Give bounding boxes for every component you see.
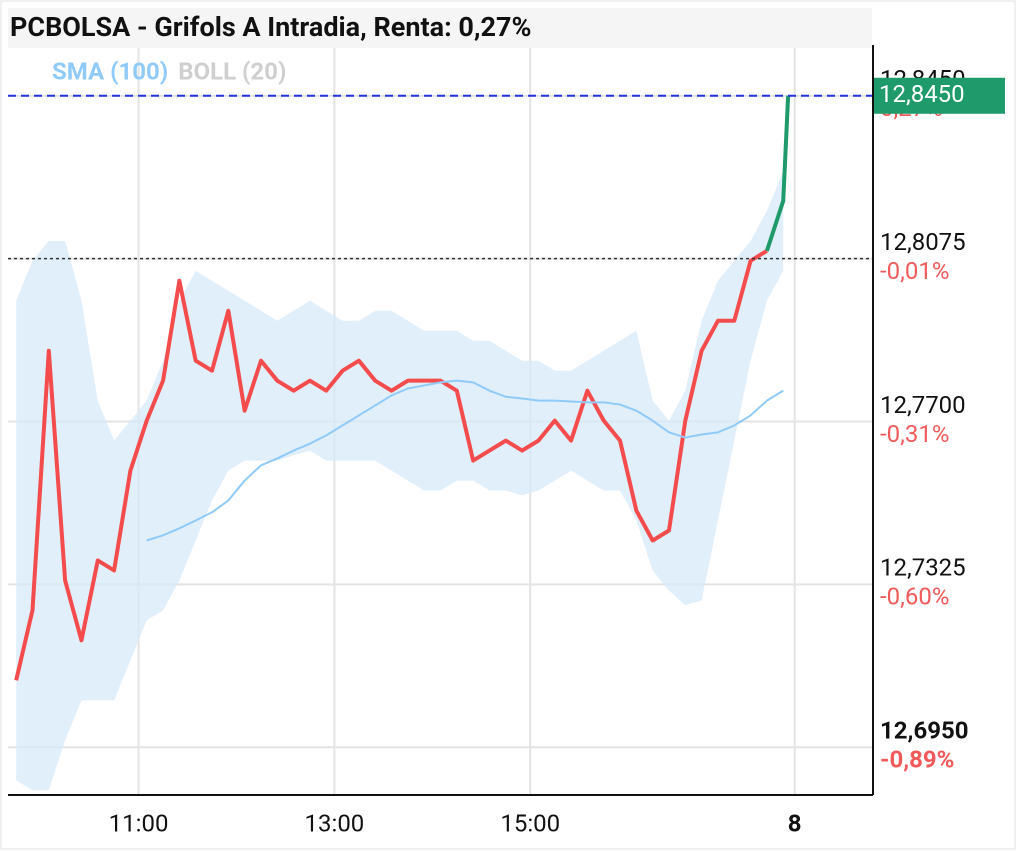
y-tick-label: 12,7325 xyxy=(880,554,966,582)
title-bar xyxy=(8,8,872,48)
price-line xyxy=(765,95,791,252)
x-tick-label: 11:00 xyxy=(109,809,169,837)
legend-entry: BOLL (20) xyxy=(178,57,286,85)
price-line xyxy=(14,249,768,681)
y-tick-label: 12,6950 xyxy=(880,717,969,745)
legend-entry: SMA (100) xyxy=(52,57,168,85)
y-tick-sublabel: -0,60% xyxy=(880,583,949,611)
x-tick-label: 13:00 xyxy=(305,809,365,837)
x-tick-label: 8 xyxy=(788,809,802,837)
y-tick-label: 12,7700 xyxy=(880,391,966,419)
y-tick-sublabel: -0,31% xyxy=(880,420,949,448)
y-tick-label: 12,8075 xyxy=(880,228,966,256)
y-tick-sublabel: -0,01% xyxy=(880,257,949,285)
price-tag xyxy=(873,77,1005,114)
y-tick-sublabel: -0,89% xyxy=(880,746,954,774)
bollinger-band xyxy=(16,170,784,791)
price-tag-label: 12,8450 xyxy=(879,80,965,108)
x-tick-label: 15:00 xyxy=(500,809,560,837)
sma-line xyxy=(146,379,784,542)
chart-title: PCBOLSA - Grifols A Intradia, Renta: 0,2… xyxy=(10,11,531,43)
